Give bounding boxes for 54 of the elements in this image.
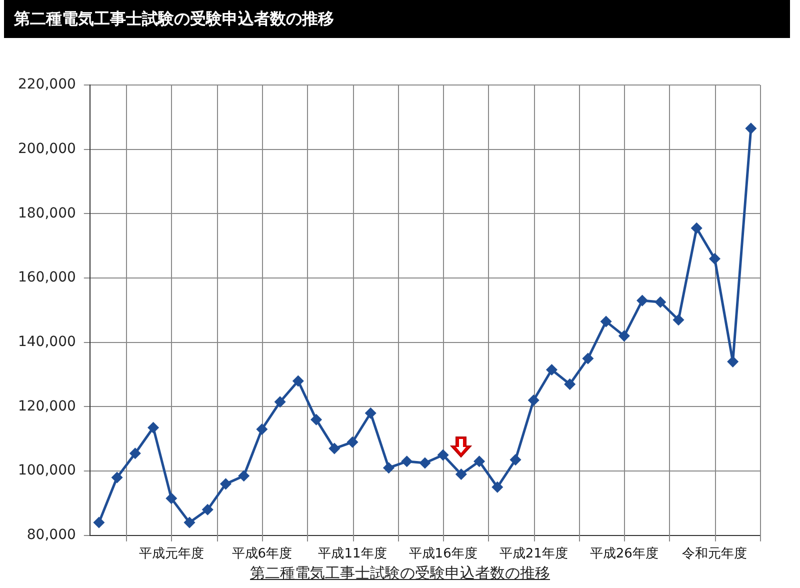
point xyxy=(256,424,268,434)
point xyxy=(618,330,630,342)
chart-title: 第二種電気工事士試験の受験申込者数の推移 xyxy=(4,0,790,38)
y-tick-label: 100,000 xyxy=(18,462,76,479)
x-tick-label: 平成16年度 xyxy=(408,546,478,562)
point xyxy=(637,295,648,306)
point xyxy=(655,296,666,308)
point xyxy=(402,456,412,467)
point xyxy=(456,469,466,480)
y-tick-label: 200,000 xyxy=(18,140,76,157)
point xyxy=(130,448,140,459)
point xyxy=(474,456,485,467)
point xyxy=(148,422,159,433)
point xyxy=(728,356,738,367)
point xyxy=(600,316,612,327)
x-tick-label: 平成6年度 xyxy=(232,546,292,562)
y-tick-label: 220,000 xyxy=(18,76,76,93)
point xyxy=(365,408,376,418)
point xyxy=(564,378,576,390)
point xyxy=(202,504,213,515)
point xyxy=(582,353,594,364)
x-tick-label: 令和元年度 xyxy=(682,546,748,562)
x-axis-title: 第二種電気工事士試験の受験申込者数の推移 xyxy=(249,564,551,583)
point xyxy=(709,253,720,264)
point xyxy=(166,493,177,504)
point xyxy=(492,482,503,492)
x-tick-label: 平成元年度 xyxy=(138,546,204,562)
point xyxy=(94,517,104,528)
y-tick-label: 140,000 xyxy=(18,334,76,350)
point xyxy=(112,472,122,483)
point xyxy=(274,396,286,408)
point xyxy=(546,364,557,375)
y-tick-label: 180,000 xyxy=(18,205,76,222)
point xyxy=(673,314,684,326)
point xyxy=(311,414,322,425)
point xyxy=(292,376,304,386)
x-tick-label: 平成11年度 xyxy=(318,546,387,562)
x-tick-label: 平成21年度 xyxy=(499,546,568,562)
point xyxy=(238,470,250,482)
point xyxy=(184,517,195,528)
y-tick-label: 80,000 xyxy=(26,527,76,544)
y-tick-label: 160,000 xyxy=(18,270,76,286)
point xyxy=(383,462,394,474)
point xyxy=(220,478,231,490)
point xyxy=(438,450,448,460)
point xyxy=(691,222,702,234)
y-tick-label: 120,000 xyxy=(18,398,76,414)
point xyxy=(528,395,539,406)
point xyxy=(510,454,521,466)
point xyxy=(329,443,340,454)
point xyxy=(347,436,358,448)
x-tick-label: 平成26年度 xyxy=(590,546,658,562)
point xyxy=(420,458,430,468)
point xyxy=(746,123,756,134)
